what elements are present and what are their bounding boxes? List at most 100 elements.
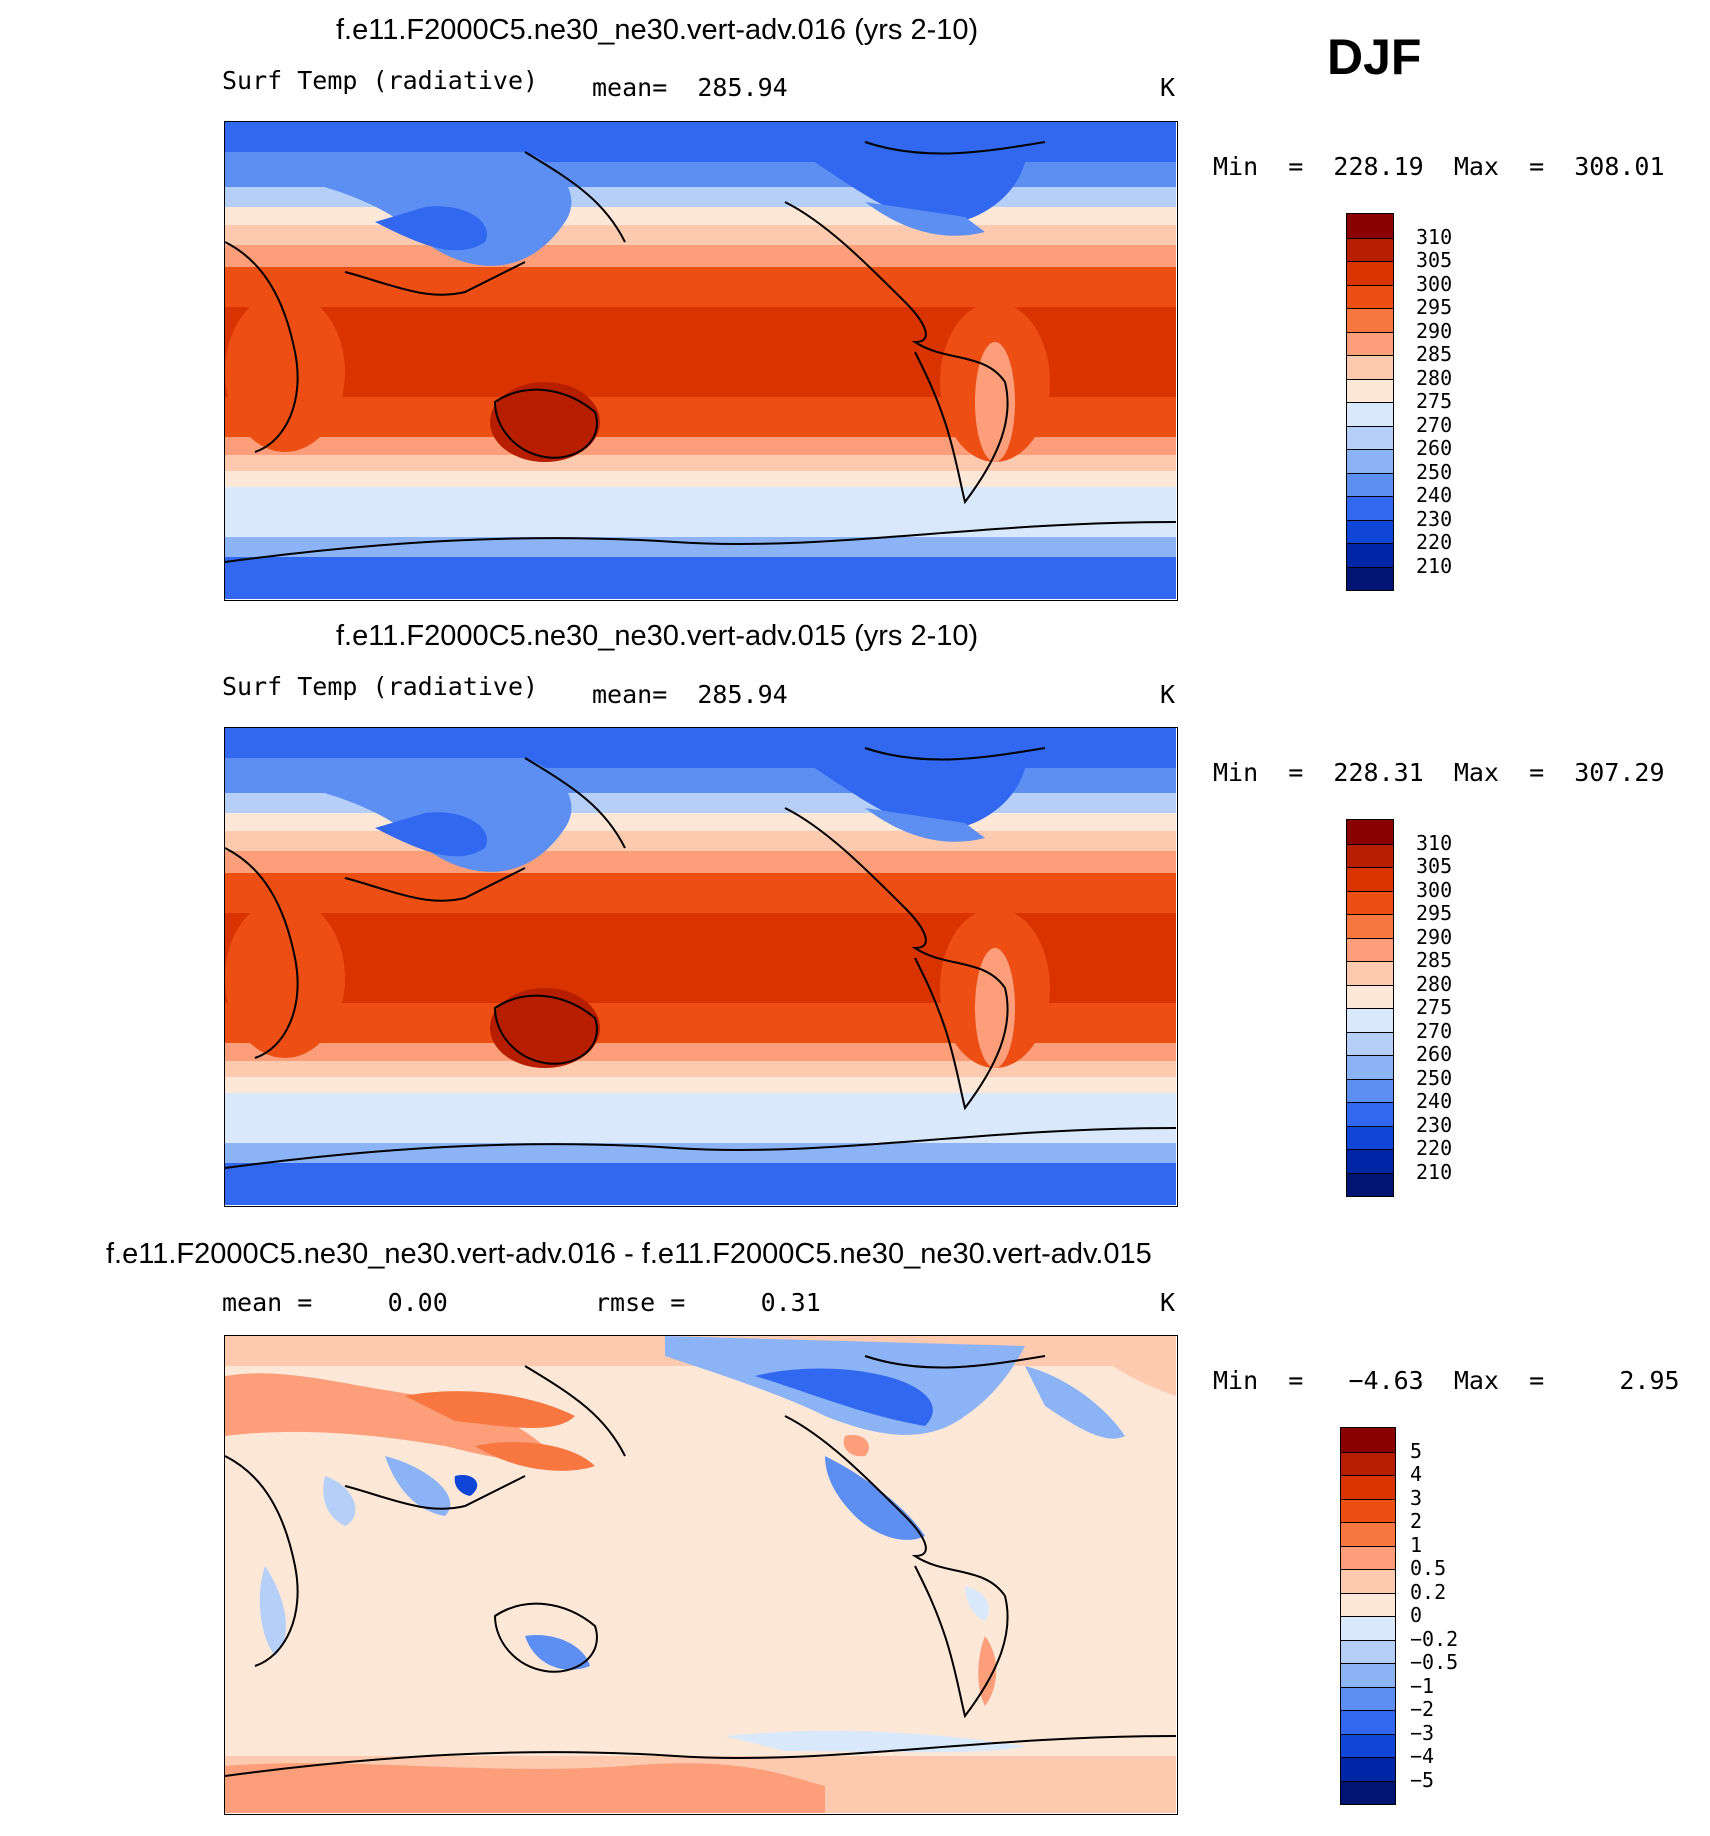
colorbar-swatch: [1347, 261, 1393, 285]
colorbar-tick-label: 240: [1416, 483, 1453, 507]
difference-field: [225, 1336, 1177, 1813]
mean-label: mean = 0.00: [222, 1288, 448, 1317]
colorbar-swatch: [1341, 1569, 1395, 1593]
colorbar-swatch: [1347, 1125, 1393, 1149]
colorbar-swatch: [1347, 1102, 1393, 1126]
colorbar-tick-label: 3: [1410, 1485, 1423, 1510]
colorbar-swatch: [1347, 237, 1393, 261]
colorbar-swatch: [1347, 449, 1393, 473]
units-label: K: [1160, 73, 1176, 102]
rmse-label: rmse = 0.31: [595, 1288, 821, 1317]
colorbar-tick-label: 310: [1416, 830, 1453, 855]
colorbar-swatch: [1347, 1055, 1393, 1079]
panel-title: f.e11.F2000C5.ne30_ne30.vert-adv.016 - f…: [106, 1238, 1152, 1270]
min-max-label: Min = 228.19 Max = 308.01: [1213, 152, 1665, 181]
colorbar-swatch: [1341, 1498, 1395, 1522]
min-max-label: Min = 228.31 Max = 307.29: [1213, 758, 1665, 787]
mean-label: mean= 285.94: [592, 73, 788, 102]
colorbar-tick-label: −3: [1410, 1720, 1435, 1745]
colorbar-swatch: [1347, 402, 1393, 426]
colorbar-tick-label: 295: [1416, 295, 1453, 319]
colorbar-swatch: [1347, 1172, 1393, 1196]
colorbar-swatch: [1347, 984, 1393, 1008]
colorbar-tick-label: 290: [1416, 318, 1453, 343]
colorbar-swatch: [1347, 543, 1393, 567]
colorbar-tick-label: 270: [1416, 1018, 1453, 1043]
colorbar-tick-label: 290: [1416, 924, 1453, 949]
colorbar-swatch: [1341, 1733, 1395, 1757]
colorbar-swatch: [1347, 961, 1393, 985]
colorbar-swatch: [1347, 1078, 1393, 1102]
colorbar-tick-label: 220: [1416, 530, 1453, 554]
colorbar-swatch: [1347, 1149, 1393, 1173]
colorbar-swatch: [1347, 843, 1393, 867]
colorbar-tick-label: 210: [1416, 553, 1453, 578]
colorbar-swatch: [1341, 1710, 1395, 1734]
colorbar-swatch: [1347, 284, 1393, 308]
season-label: DJF: [1327, 29, 1422, 85]
colorbar-tick-label: 5: [1410, 1438, 1423, 1463]
colorbar-tick-label: 305: [1416, 854, 1453, 878]
colorbar-tick-label: 260: [1416, 436, 1453, 460]
colorbar-tick-label: 260: [1416, 1042, 1453, 1066]
colorbar-tick-label: 0.5: [1410, 1556, 1447, 1580]
colorbar: [1346, 213, 1394, 591]
colorbar-swatch: [1347, 519, 1393, 543]
temperature-map: [224, 727, 1178, 1207]
colorbar-tick-label: 280: [1416, 365, 1453, 390]
panel-title: f.e11.F2000C5.ne30_ne30.vert-adv.015 (yr…: [336, 620, 979, 652]
colorbar-swatch: [1347, 214, 1393, 238]
colorbar-swatch: [1341, 1757, 1395, 1781]
colorbar-swatch: [1341, 1475, 1395, 1499]
colorbar-swatch: [1341, 1616, 1395, 1640]
colorbar-swatch: [1347, 914, 1393, 938]
colorbar-swatch: [1347, 890, 1393, 914]
colorbar-tick-label: 250: [1416, 459, 1453, 484]
colorbar-tick-label: 285: [1416, 342, 1453, 366]
colorbar-tick-label: 0.2: [1410, 1579, 1447, 1604]
colorbar-swatch: [1341, 1686, 1395, 1710]
colorbar-tick-label: 240: [1416, 1089, 1453, 1113]
colorbar-swatch: [1347, 1031, 1393, 1055]
colorbar-tick-label: 305: [1416, 248, 1453, 272]
colorbar: [1340, 1427, 1396, 1805]
colorbar-tick-label: 275: [1416, 995, 1453, 1019]
colorbar-tick-label: 250: [1416, 1065, 1453, 1090]
colorbar-swatch: [1347, 472, 1393, 496]
colorbar-tick-labels: 310 305 300 295 290 285 280 275 270 260 250 240 230 2…: [1416, 213, 1496, 591]
units-label: K: [1160, 1288, 1176, 1317]
colorbar-tick-label: 4: [1410, 1462, 1423, 1486]
difference-map: [224, 1335, 1178, 1815]
colorbar-swatch: [1341, 1522, 1395, 1546]
colorbar-tick-label: 2: [1410, 1509, 1423, 1533]
temperature-field: [225, 728, 1177, 1205]
temperature-map: [224, 121, 1178, 601]
colorbar-swatch: [1347, 378, 1393, 402]
colorbar-swatch: [1341, 1545, 1395, 1569]
colorbar-tick-label: −2: [1410, 1697, 1435, 1721]
colorbar-swatch: [1341, 1451, 1395, 1475]
variable-label: Surf Temp (radiative): [222, 672, 539, 701]
colorbar-tick-label: 0: [1410, 1603, 1423, 1627]
colorbar: [1346, 819, 1394, 1197]
colorbar-swatch: [1341, 1663, 1395, 1687]
temperature-field: [225, 122, 1177, 599]
colorbar-tick-label: 295: [1416, 901, 1453, 925]
colorbar-tick-label: 220: [1416, 1136, 1453, 1160]
colorbar-swatch: [1341, 1428, 1395, 1452]
colorbar-swatch: [1347, 867, 1393, 891]
colorbar-swatch: [1347, 355, 1393, 379]
colorbar-tick-label: −4: [1410, 1744, 1435, 1768]
colorbar-tick-label: 300: [1416, 877, 1453, 902]
colorbar-tick-label: −0.2: [1410, 1626, 1459, 1651]
colorbar-tick-label: 210: [1416, 1159, 1453, 1184]
colorbar-swatch: [1341, 1780, 1395, 1804]
colorbar-tick-label: −1: [1410, 1673, 1435, 1698]
colorbar-tick-labels: 310 305 300 295 290 285 280 275 270 260 250 240 230 2…: [1416, 819, 1496, 1197]
colorbar-tick-label: −0.5: [1410, 1650, 1459, 1674]
colorbar-swatch: [1347, 496, 1393, 520]
mean-label: mean= 285.94: [592, 680, 788, 709]
colorbar-swatch: [1347, 566, 1393, 590]
colorbar-tick-label: 1: [1410, 1532, 1423, 1557]
min-max-label: Min = −4.63 Max = 2.95: [1213, 1366, 1680, 1395]
